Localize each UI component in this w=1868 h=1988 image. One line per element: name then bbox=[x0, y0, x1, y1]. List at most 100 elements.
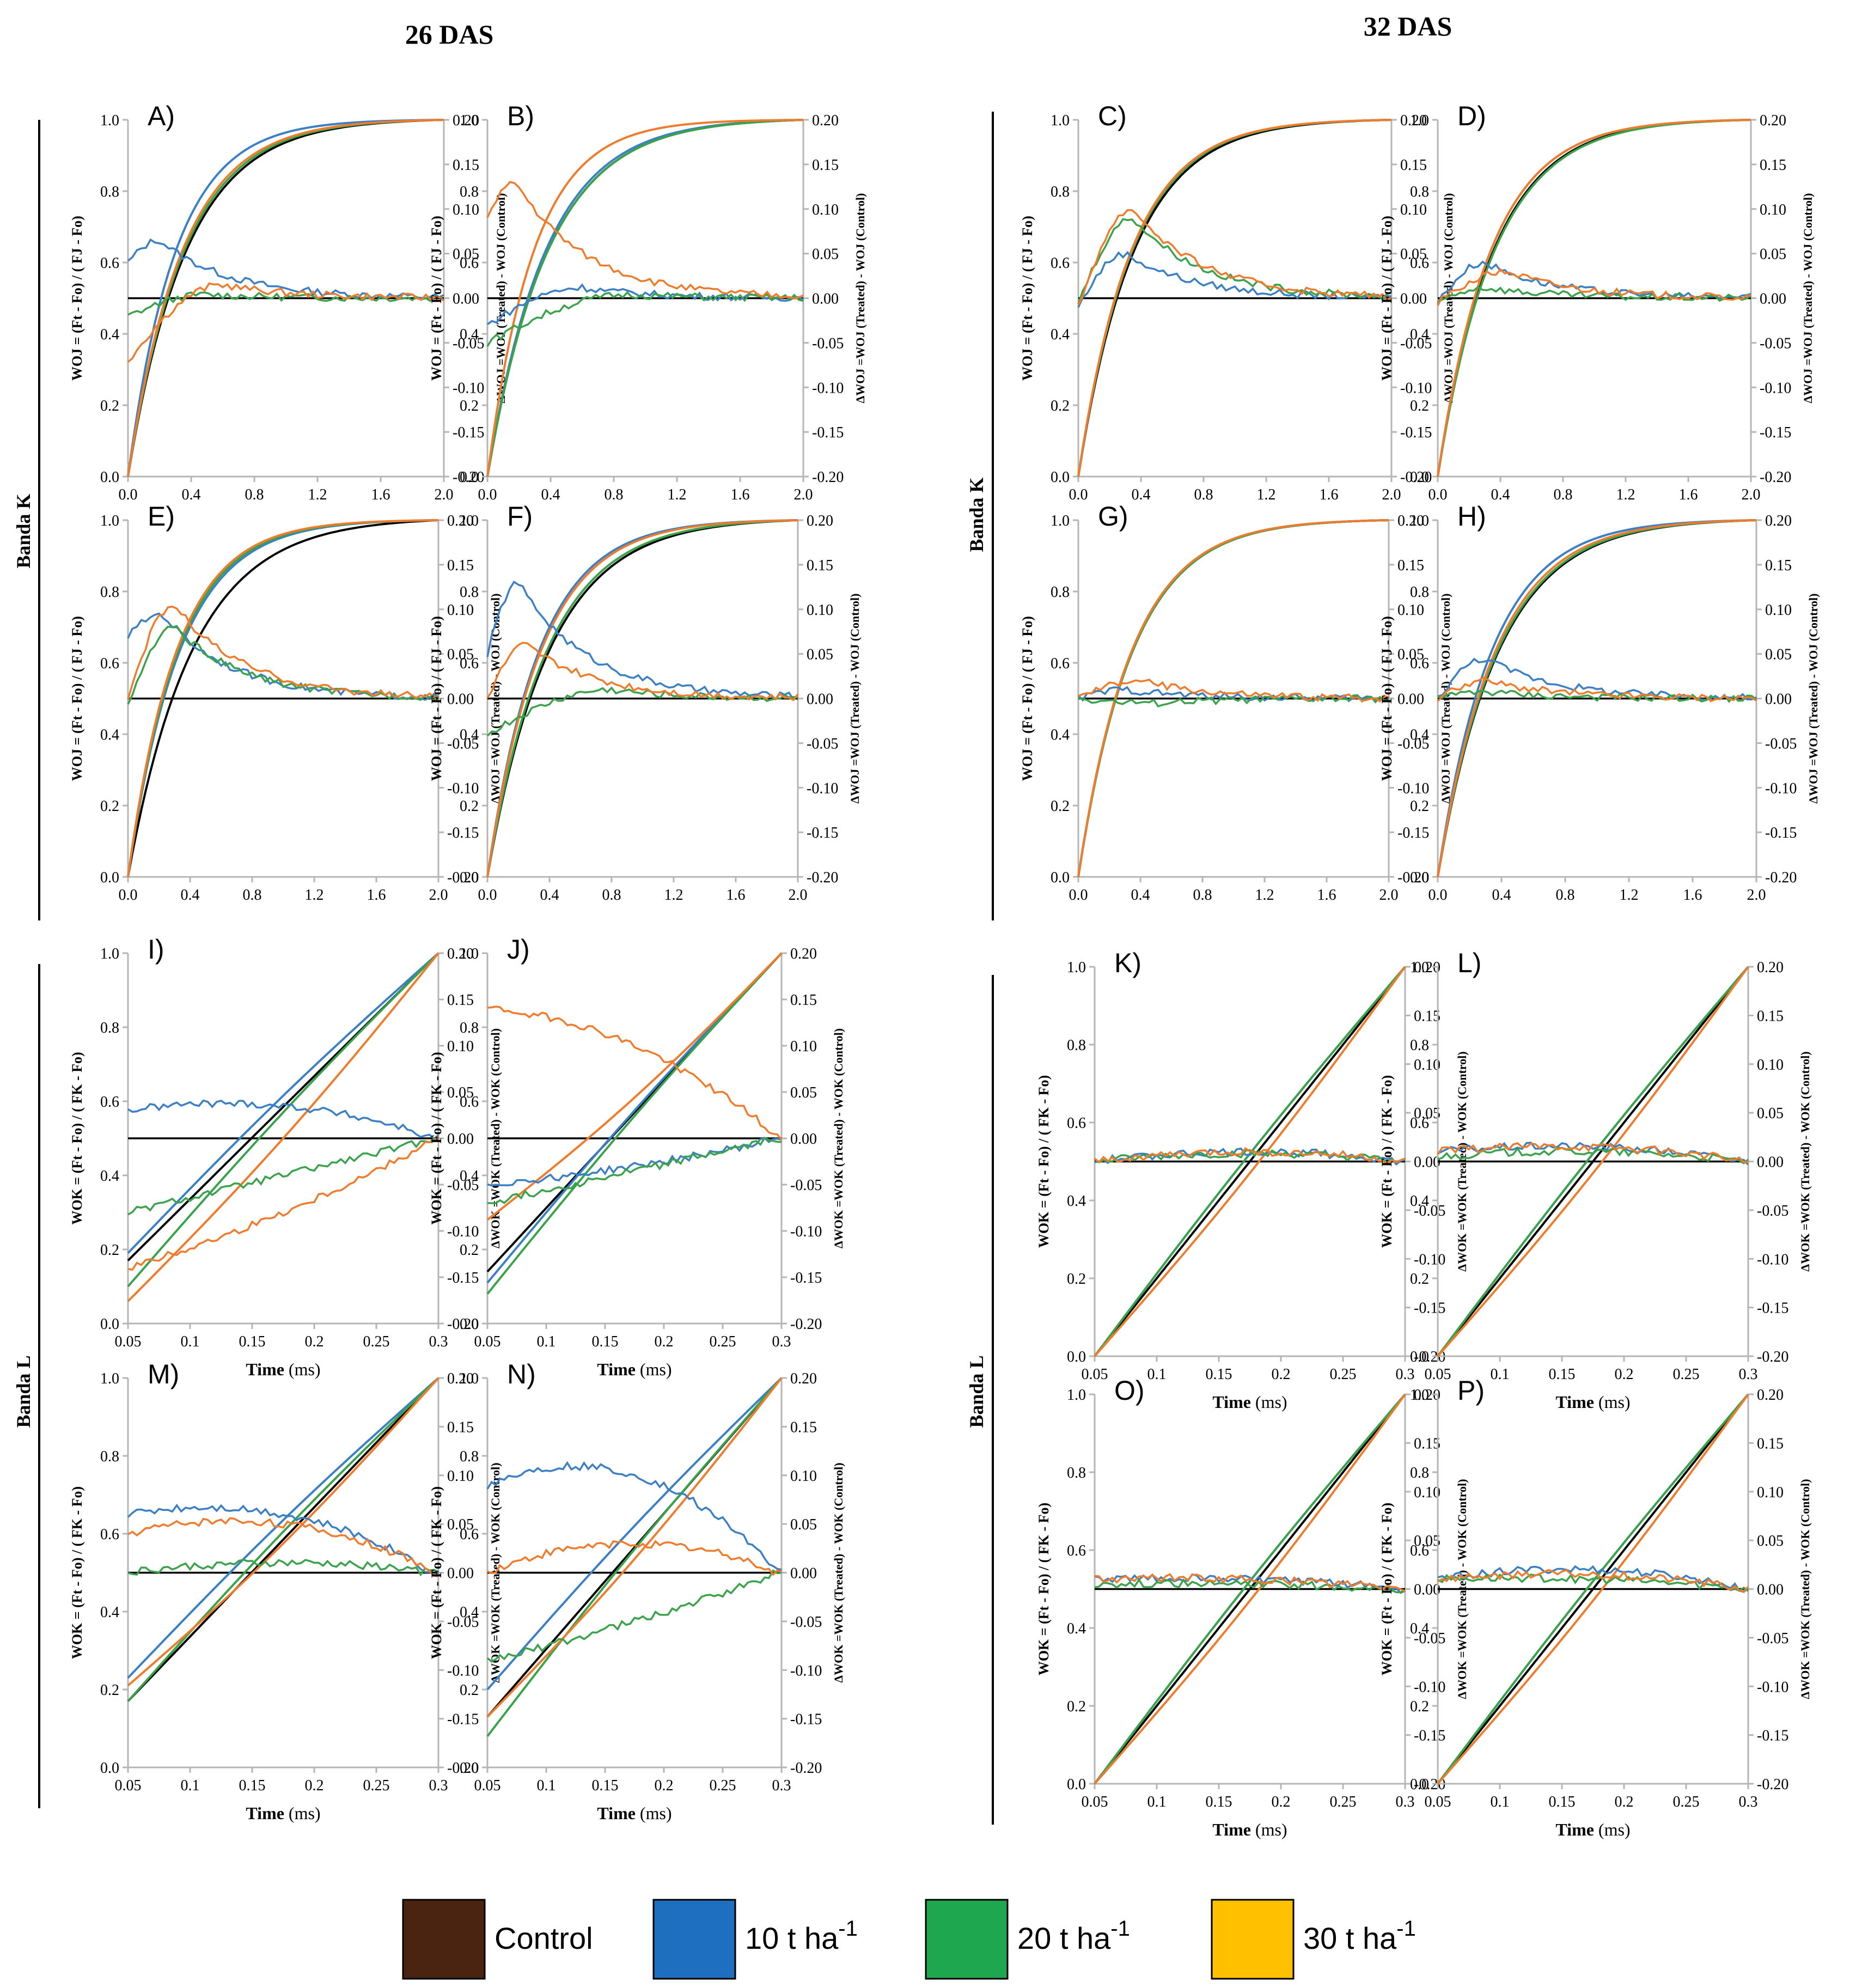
y-right-tick-label: -0.15 bbox=[447, 1711, 479, 1728]
x-tick-label: 0.0 bbox=[478, 887, 497, 904]
curve-30-t-ha-1 bbox=[1077, 519, 1389, 877]
y-left-tick-label: 0.2 bbox=[1051, 398, 1070, 414]
panel-label: F) bbox=[507, 501, 533, 532]
y-right-tick-label: -0.15 bbox=[790, 1711, 822, 1728]
y-left-tick-label: 0.2 bbox=[1067, 1271, 1086, 1288]
y-left-tick-label: 0.2 bbox=[1410, 1271, 1429, 1288]
panel-d: 0.00.20.40.60.81.0-0.20-0.15-0.10-0.050.… bbox=[1379, 101, 1815, 503]
delta-curve-20-t-ha-1 bbox=[127, 625, 439, 705]
curve-20-t-ha-1 bbox=[486, 119, 804, 477]
y-left-tick-label: 0.4 bbox=[1410, 1193, 1429, 1210]
y-left-tick-label: 0.0 bbox=[1410, 1776, 1429, 1793]
delta-curve-30-t-ha-1 bbox=[1078, 678, 1389, 703]
legend-label-control: Control bbox=[495, 1921, 593, 1955]
y-right-tick-label: -0.10 bbox=[1397, 780, 1429, 797]
y-left-tick-label: 0.0 bbox=[100, 1316, 119, 1333]
x-tick-label: 0.2 bbox=[1615, 1794, 1634, 1810]
y-right-tick-label: -0.05 bbox=[790, 1177, 822, 1194]
y-right-tick-label: 0.10 bbox=[1414, 1057, 1440, 1074]
y-right-tick-label: -0.20 bbox=[1397, 869, 1429, 886]
delta-curve-30-t-ha-1 bbox=[487, 1540, 782, 1576]
x-tick-label: 0.3 bbox=[1739, 1794, 1758, 1810]
y-right-tick-label: -0.10 bbox=[1757, 1679, 1788, 1696]
curve-control bbox=[1437, 966, 1749, 1357]
legend-swatch-30-t-ha bbox=[1211, 1899, 1295, 1980]
x-tick-label: 2.0 bbox=[794, 486, 813, 503]
y-right-tick-label: 0.15 bbox=[1400, 157, 1427, 174]
y-right-tick-label: -0.10 bbox=[812, 380, 844, 397]
x-tick-label: 0.3 bbox=[1739, 1366, 1758, 1383]
x-tick-label: 0.8 bbox=[243, 887, 262, 904]
x-tick-label: 0.2 bbox=[1272, 1794, 1291, 1810]
x-axis-title: Time (ms) bbox=[1212, 1820, 1287, 1839]
panel-f: 0.00.20.40.60.81.0-0.20-0.15-0.10-0.050.… bbox=[429, 501, 862, 904]
y-right-tick-label: 0.05 bbox=[1757, 1533, 1784, 1550]
delta-curve-20-t-ha-1 bbox=[487, 1136, 782, 1204]
x-tick-label: 2.0 bbox=[1747, 887, 1766, 904]
y-right-tick-label: 0.20 bbox=[1397, 513, 1424, 529]
legend-swatch-10-t-ha bbox=[652, 1899, 736, 1980]
y-right-tick-label: -0.15 bbox=[1397, 825, 1429, 841]
x-tick-label: 0.0 bbox=[1069, 486, 1088, 503]
curve-control bbox=[127, 1377, 439, 1702]
x-tick-label: 0.0 bbox=[1429, 486, 1448, 503]
y-right-tick-label: -0.05 bbox=[1757, 1630, 1788, 1647]
y-right-tick-label: 0.20 bbox=[447, 946, 474, 962]
y-left-title: WOJ = (Ft - Fo) / ( FJ - Fo) bbox=[429, 216, 444, 381]
y-left-tick-label: 1.0 bbox=[1067, 959, 1086, 976]
x-tick-label: 0.15 bbox=[1549, 1794, 1576, 1810]
legend-label-sup: -1 bbox=[1110, 1917, 1130, 1941]
x-tick-label: 0.4 bbox=[541, 486, 560, 503]
x-tick-label: 0.15 bbox=[1206, 1794, 1232, 1810]
y-right-tick-label: -0.05 bbox=[1765, 735, 1797, 752]
x-tick-label: 0.05 bbox=[115, 1333, 142, 1350]
y-left-tick-label: 0.8 bbox=[460, 1448, 479, 1465]
x-tick-label: 0.0 bbox=[478, 486, 497, 503]
y-right-tick-label: 0.15 bbox=[1397, 557, 1424, 574]
x-tick-label: 0.15 bbox=[1206, 1366, 1232, 1383]
x-tick-label: 0.2 bbox=[305, 1333, 324, 1350]
legend-label-10-t-ha: 10 t ha-1 bbox=[745, 1917, 858, 1955]
group-title-32-das: 32 DAS bbox=[1364, 11, 1452, 41]
y-left-tick-label: 1.0 bbox=[100, 513, 119, 529]
y-right-tick-label: -0.20 bbox=[447, 1760, 479, 1777]
x-tick-label: 0.0 bbox=[119, 887, 138, 904]
y-right-tick-label: 0.00 bbox=[790, 1131, 817, 1148]
delta-curve-30-t-ha-1 bbox=[127, 282, 445, 363]
y-left-tick-label: 0.6 bbox=[1067, 1542, 1086, 1559]
y-right-tick-label: -0.15 bbox=[1765, 825, 1797, 841]
y-left-tick-label: 0.2 bbox=[1067, 1698, 1086, 1715]
y-right-tick-label: 0.15 bbox=[447, 1419, 474, 1436]
y-left-tick-label: 0.4 bbox=[1051, 727, 1070, 743]
x-tick-label: 0.8 bbox=[605, 486, 624, 503]
panels: 0.0 0.2 0.4 0.6 0.8 1.0 -0.20 -0.15 -0.10 -0.05 0.… bbox=[69, 101, 1820, 1839]
y-right-tick-label: -0.15 bbox=[447, 1270, 479, 1286]
x-tick-label: 1.2 bbox=[1616, 486, 1635, 503]
x-tick-label: 1.6 bbox=[371, 486, 390, 503]
delta-curve-30-t-ha-1 bbox=[1094, 1573, 1406, 1593]
y-left-title: WOK = (Ft - Fo) / ( FK - Fo) bbox=[429, 1486, 444, 1659]
y-right-tick-label: 0.20 bbox=[447, 1370, 474, 1387]
y-right-tick-label: -0.20 bbox=[447, 869, 479, 886]
x-axis-title-unit: (ms) bbox=[636, 1803, 672, 1823]
y-right-tick-label: -0.10 bbox=[1757, 1251, 1788, 1268]
curve-control bbox=[1437, 1393, 1749, 1785]
y-left-tick-label: 0.0 bbox=[460, 1760, 479, 1777]
y-left-title: WOK = (Ft - Fo) / ( FK - Fo) bbox=[69, 1486, 85, 1659]
y-left-tick-label: 0.4 bbox=[1067, 1620, 1086, 1637]
curve-20-t-ha-1 bbox=[127, 952, 439, 1288]
x-tick-label: 1.2 bbox=[664, 887, 683, 904]
panel-label: N) bbox=[507, 1359, 536, 1389]
x-tick-label: 0.2 bbox=[655, 1777, 674, 1794]
panel-c: 0.00.20.40.60.81.0-0.20-0.15-0.10-0.050.… bbox=[1020, 101, 1455, 503]
delta-curve-20-t-ha-1 bbox=[1437, 690, 1757, 703]
y-right-tick-label: 0.20 bbox=[807, 513, 833, 529]
x-axis-title-bold: Time bbox=[1212, 1392, 1251, 1412]
y-left-tick-label: 0.6 bbox=[460, 1094, 479, 1111]
delta-curve-30-t-ha-1 bbox=[486, 181, 804, 300]
y-left-title: WOK = (Ft - Fo) / ( FK - Fo) bbox=[1036, 1503, 1052, 1675]
x-tick-label: 0.2 bbox=[305, 1777, 324, 1794]
y-left-tick-label: 0.6 bbox=[460, 255, 479, 272]
y-left-tick-label: 0.4 bbox=[100, 727, 119, 743]
curve-20-t-ha-1 bbox=[127, 1377, 439, 1702]
